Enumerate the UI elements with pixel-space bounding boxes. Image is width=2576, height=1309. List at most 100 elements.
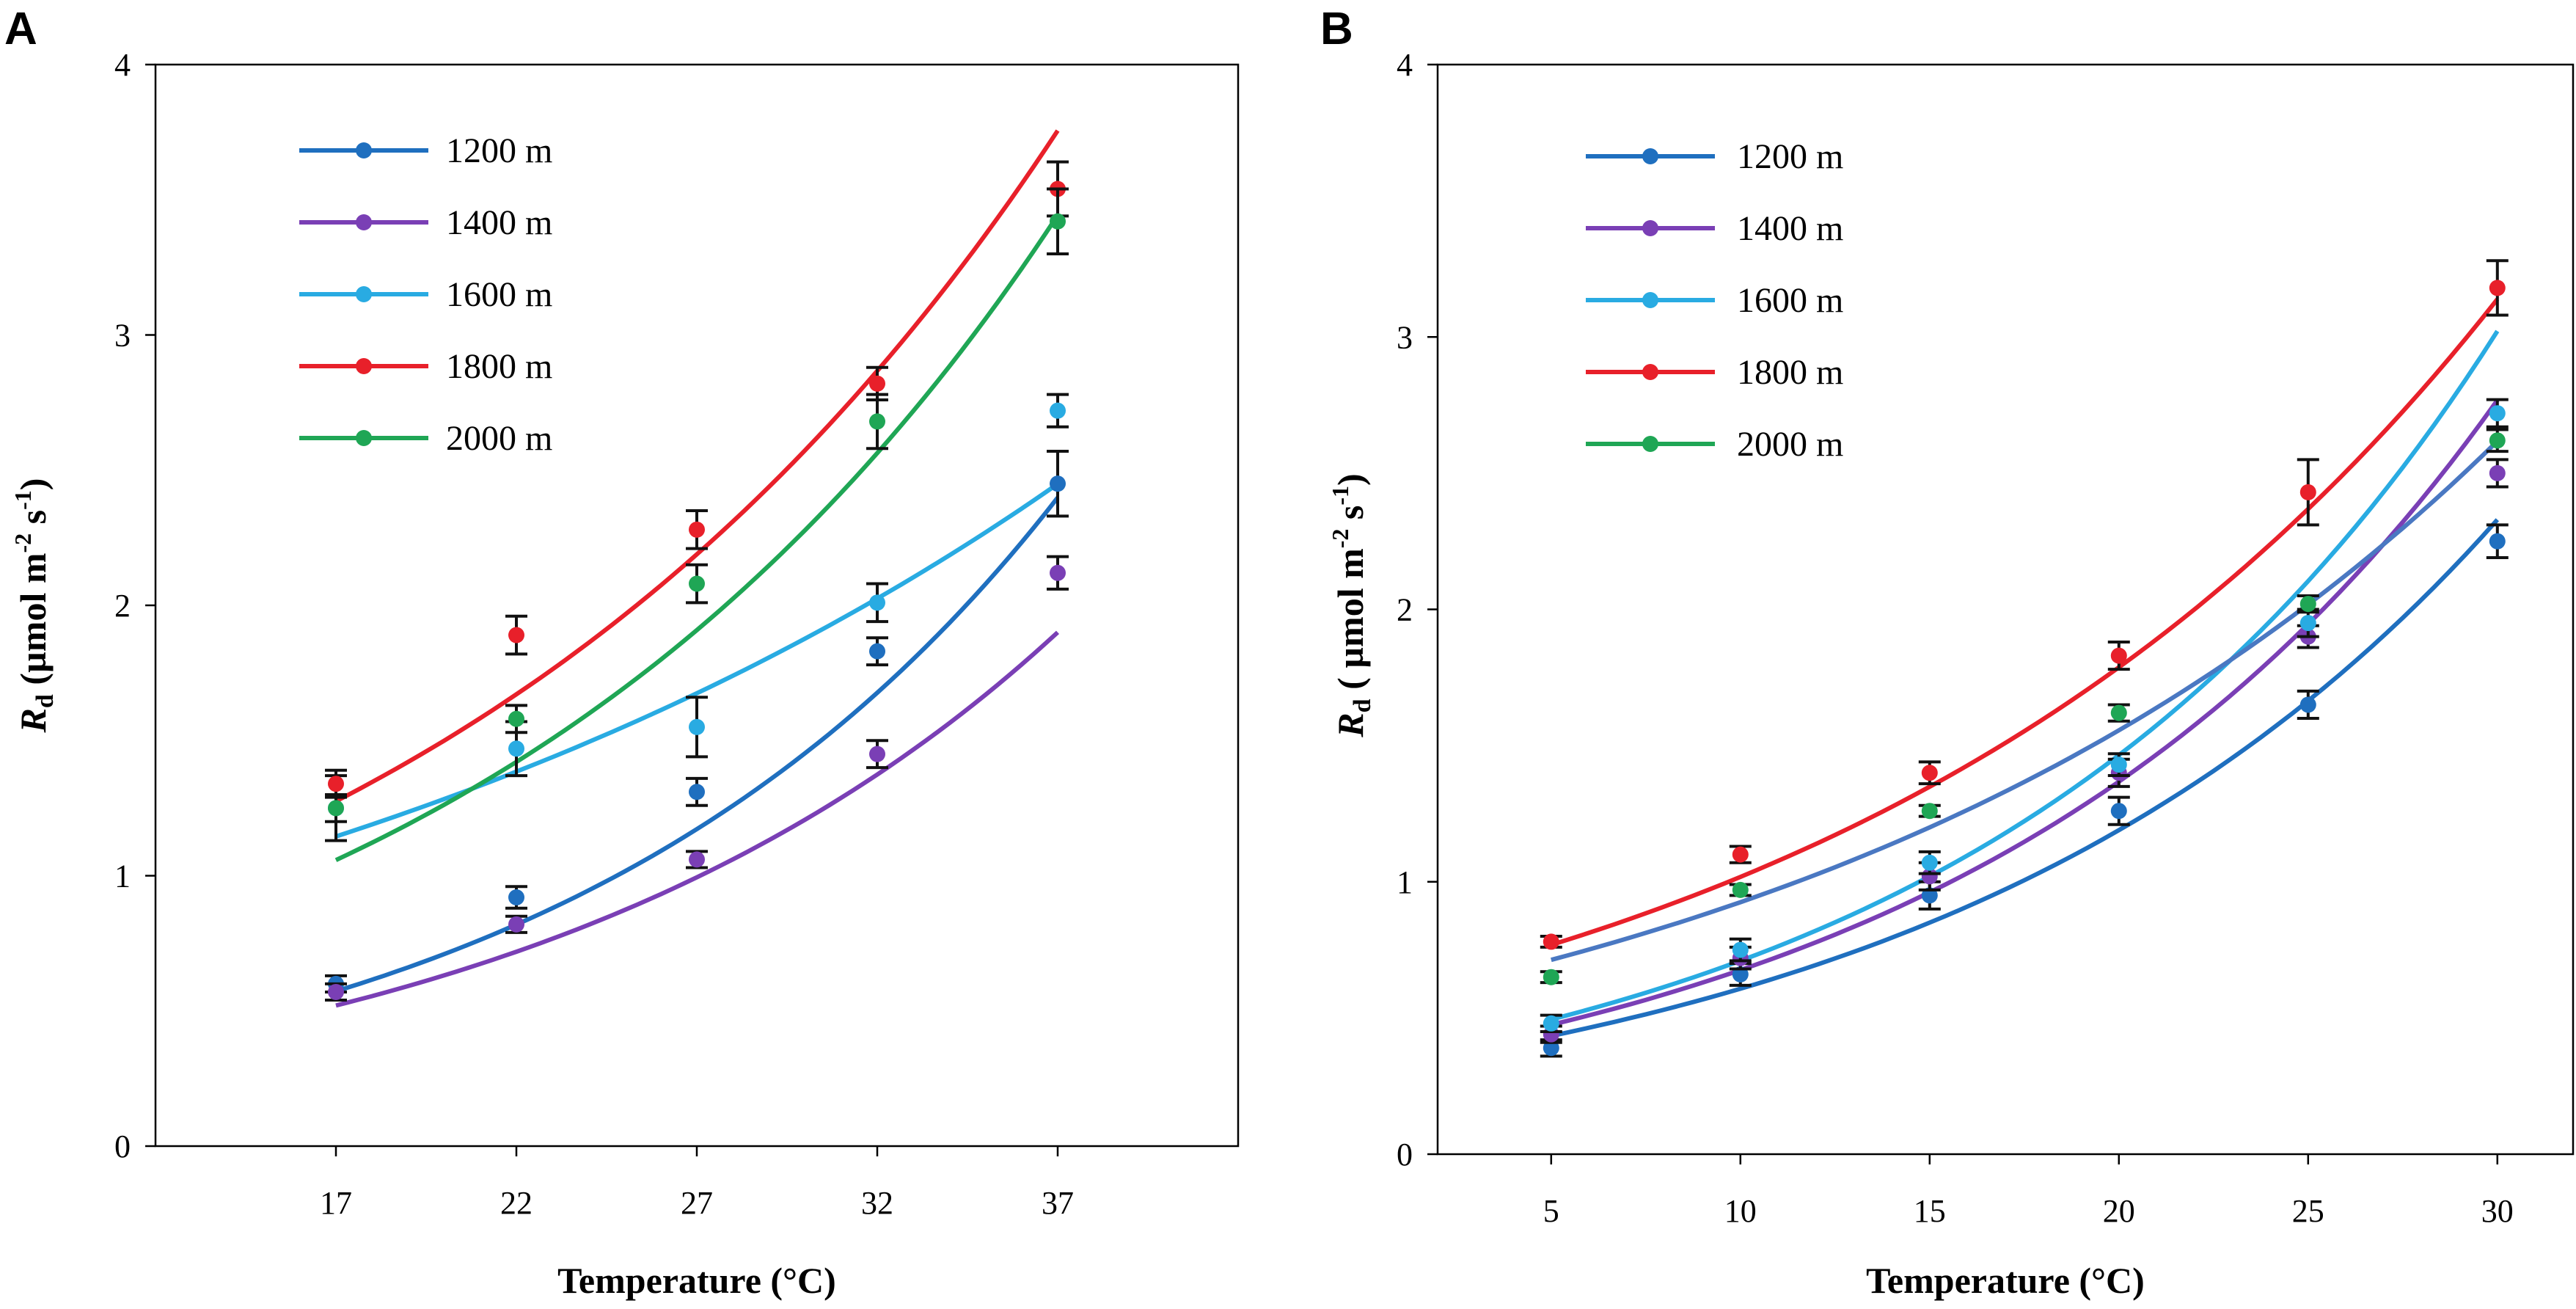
chart-b: 0 1 2 3 4 5 10 15 20 25 30 Temperature (°C) Rd ( µmo…: [1327, 47, 2575, 1301]
chart-a-y-tick-label: 1: [114, 858, 131, 894]
chart-a-point-1600-m: [869, 594, 885, 611]
chart-a-point-1400-m: [689, 851, 705, 868]
chart-a-legend-marker: [356, 214, 372, 230]
chart-a-y-tick-label: 2: [114, 588, 131, 624]
chart-b-legend-label: 1800 m: [1737, 353, 1843, 392]
chart-a-point-1200-m: [869, 643, 885, 660]
chart-b-point-1200-m: [2489, 533, 2506, 550]
chart-a-point-1800-m: [508, 627, 524, 643]
chart-b-point-1800-m: [2299, 484, 2316, 500]
chart-b-point-1400-m: [2489, 464, 2506, 481]
chart-a-legend-marker: [356, 142, 372, 158]
chart-b-fit-curve-1200-m: [1551, 518, 2500, 1038]
chart-b-x-tick-label: 10: [1724, 1193, 1757, 1229]
chart-a-x-tick-label: 17: [320, 1185, 352, 1221]
chart-a-point-2000-m: [1050, 213, 1066, 230]
chart-b-point-2000-m: [2489, 432, 2506, 449]
chart-b-point-1200-m: [2299, 696, 2316, 713]
chart-a-y-tick-label: 0: [114, 1128, 131, 1164]
chart-b-legend-label: 1400 m: [1737, 209, 1843, 248]
chart-b-point-2000-m: [1543, 969, 1559, 985]
chart-a: 0 1 2 3 4 17 22 27 32 37 Temperature (°C) Rd (µmol …: [10, 47, 1240, 1301]
chart-a-point-1400-m: [328, 983, 344, 1000]
chart-a-legend-label: 1200 m: [446, 131, 552, 170]
chart-b-fit-curve-2000-m: [1551, 440, 2499, 963]
chart-b-point-1200-m: [2110, 803, 2127, 820]
chart-a-y-axis-title: Rd (µmol m-2 s-1): [10, 478, 59, 734]
chart-b-legend-label: 1600 m: [1737, 281, 1843, 320]
chart-b-point-1800-m: [1543, 933, 1559, 950]
chart-b-point-2000-m: [2299, 596, 2316, 613]
chart-a-point-2000-m: [328, 800, 344, 817]
chart-a-point-1800-m: [328, 776, 344, 792]
chart-b-x-tick-label: 15: [1914, 1193, 1946, 1229]
chart-b-x-tick-label: 25: [2292, 1193, 2324, 1229]
chart-a-point-2000-m: [689, 575, 705, 592]
panel-letter-b: B: [1320, 4, 1353, 54]
chart-a-fit-curve-1400-m: [335, 630, 1060, 1008]
chart-a-legend-marker: [356, 430, 372, 446]
chart-a-fit-curve-1200-m: [335, 496, 1060, 993]
chart-b-legend-label: 2000 m: [1737, 425, 1843, 464]
chart-a-point-1600-m: [508, 740, 524, 757]
chart-a-legend-marker: [356, 286, 372, 302]
chart-b-legend-marker: [1642, 292, 1658, 308]
chart-b-x-axis-title: Temperature (°C): [1866, 1260, 2145, 1301]
chart-b-legend-marker: [1642, 436, 1658, 452]
chart-a-legend-label: 1400 m: [446, 203, 552, 242]
chart-b-point-1600-m: [1543, 1015, 1559, 1032]
chart-b-x-tick-label: 5: [1543, 1193, 1559, 1229]
chart-a-plot-frame: [154, 63, 1240, 1148]
chart-a-point-2000-m: [869, 413, 885, 430]
chart-a-point-1200-m: [689, 784, 705, 801]
chart-b-point-1600-m: [2489, 405, 2506, 422]
chart-a-point-1400-m: [1050, 564, 1066, 581]
chart-a-point-1200-m: [1050, 475, 1066, 492]
chart-b-fit-curve-1800-m: [1550, 297, 2500, 947]
chart-a-fit-curve-1800-m: [334, 129, 1060, 803]
chart-a-fit-curve-1600-m: [335, 482, 1059, 839]
chart-b-x-tick-label: 20: [2103, 1193, 2135, 1229]
chart-a-point-1400-m: [869, 745, 885, 762]
chart-a-point-1600-m: [689, 718, 705, 735]
chart-b-legend-label: 1200 m: [1737, 137, 1843, 176]
chart-b-point-2000-m: [1921, 803, 1938, 820]
chart-b-legend-marker: [1642, 220, 1658, 236]
chart-a-point-1800-m: [689, 521, 705, 538]
chart-b-point-1800-m: [1921, 765, 1938, 781]
chart-b-fit-curve-1600-m: [1551, 329, 2500, 1022]
chart-b-point-1600-m: [1732, 941, 1749, 958]
chart-a-point-2000-m: [508, 710, 524, 727]
chart-a-x-tick-label: 32: [861, 1185, 893, 1221]
chart-b-point-1800-m: [2489, 280, 2506, 296]
chart-b-point-2000-m: [1732, 881, 1749, 898]
chart-b-fit-curve-1400-m: [1551, 398, 2500, 1027]
chart-a-point-1600-m: [1050, 402, 1066, 419]
chart-b-y-tick-label: 3: [1397, 319, 1413, 355]
chart-b-point-1600-m: [2299, 615, 2316, 632]
chart-a-x-axis-title: Temperature (°C): [557, 1260, 836, 1301]
chart-b-y-tick-label: 2: [1397, 592, 1413, 628]
chart-b-legend-marker: [1642, 364, 1658, 380]
chart-b-y-tick-label: 0: [1397, 1137, 1413, 1173]
chart-b-point-1800-m: [1732, 846, 1749, 863]
chart-b-y-tick-label: 1: [1397, 864, 1413, 900]
chart-a-y-tick-label: 4: [114, 47, 131, 83]
chart-a-legend-label: 1800 m: [446, 347, 552, 386]
chart-b-x-tick-label: 30: [2481, 1193, 2514, 1229]
panel-letter-a: A: [4, 4, 37, 54]
chart-b-point-1600-m: [1921, 854, 1938, 871]
chart-b-legend-marker: [1642, 148, 1658, 164]
chart-b-point-2000-m: [2110, 704, 2127, 721]
chart-a-y-tick-label: 3: [114, 318, 131, 354]
chart-a-fit-curve-2000-m: [334, 214, 1060, 862]
chart-b-y-axis-title: Rd ( µmol m-2 s-1): [1327, 473, 1376, 737]
chart-a-point-1200-m: [508, 889, 524, 905]
chart-a-point-1400-m: [508, 916, 524, 933]
chart-b-point-1800-m: [2110, 647, 2127, 664]
chart-a-point-1800-m: [869, 375, 885, 392]
chart-a-legend-label: 1600 m: [446, 275, 552, 314]
chart-a-legend-marker: [356, 358, 372, 374]
chart-a-x-tick-label: 22: [500, 1185, 533, 1221]
